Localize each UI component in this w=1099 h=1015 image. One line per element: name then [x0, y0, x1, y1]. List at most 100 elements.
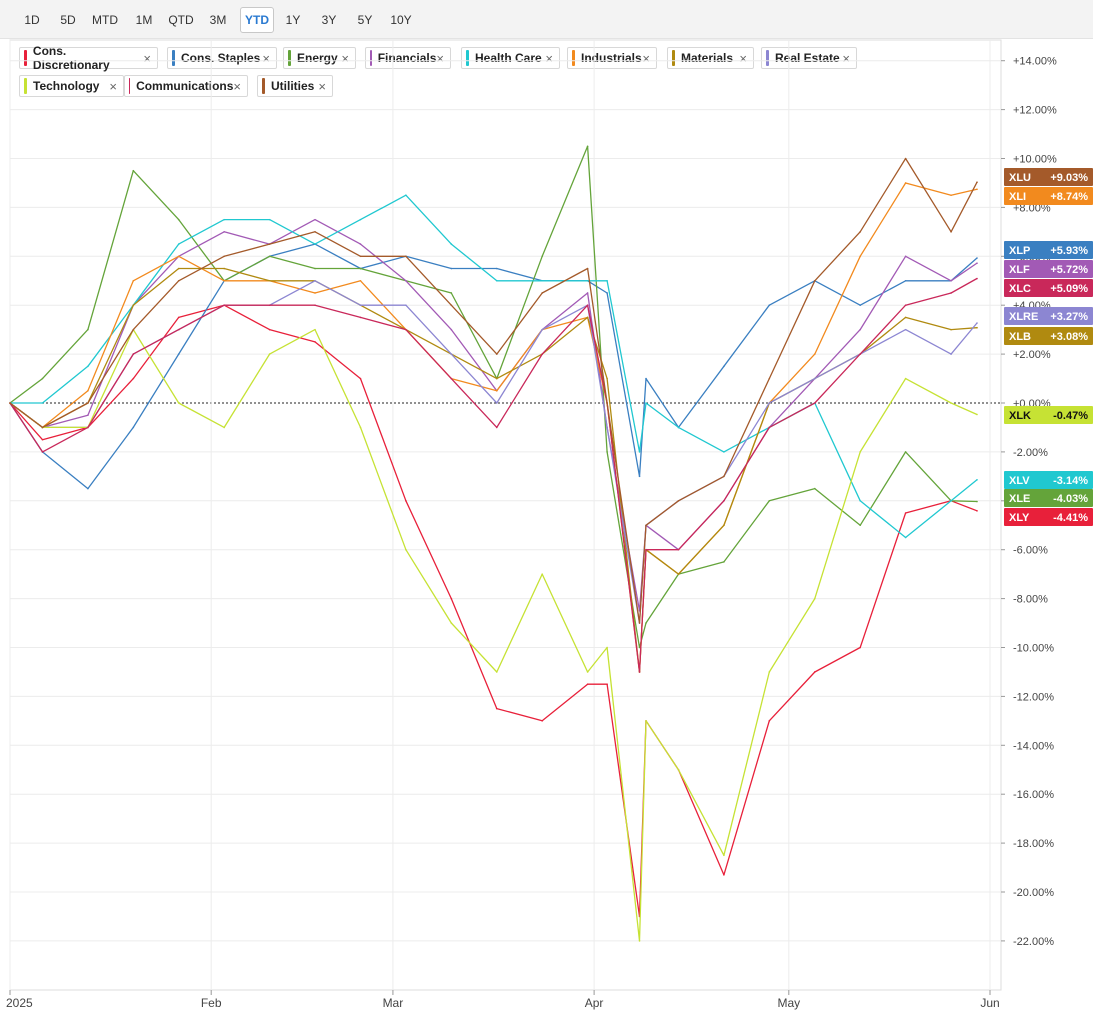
data-point-xlv — [359, 218, 362, 221]
data-point-xlre — [359, 304, 362, 307]
legend-chip-xlu[interactable]: Utilities × — [257, 75, 333, 97]
data-point-xlb — [677, 573, 680, 575]
data-point-xlp — [132, 426, 135, 429]
data-point-xly — [904, 512, 907, 514]
end-label-tag-xlb — [1004, 327, 1093, 345]
end-label-tag-xle — [1004, 489, 1093, 507]
period-button-1m[interactable]: 1M — [135, 13, 153, 27]
end-label-value: +3.27% — [1050, 311, 1088, 323]
close-icon[interactable]: × — [318, 78, 326, 94]
end-label-value: -0.47% — [1053, 410, 1088, 422]
data-point-xlv — [677, 426, 680, 429]
close-icon[interactable]: × — [233, 78, 241, 94]
legend-label: Health Care — [475, 51, 542, 65]
data-point-xlb — [723, 524, 725, 527]
data-point-xlf — [950, 279, 952, 282]
data-point-xlu — [9, 402, 11, 404]
data-point-xlc — [677, 548, 680, 551]
data-point-xlv — [859, 500, 861, 502]
data-point-xlre — [606, 426, 608, 429]
data-point-xlv — [976, 478, 978, 481]
data-point-xle — [976, 500, 978, 503]
period-button-5d[interactable]: 5D — [60, 13, 76, 27]
data-point-xlk — [904, 377, 907, 380]
legend-swatch — [572, 50, 575, 66]
close-icon[interactable]: × — [109, 78, 117, 94]
close-icon[interactable]: × — [436, 50, 444, 66]
legend-chip-xlc[interactable]: Communications × — [124, 75, 248, 97]
legend-chip-xlf[interactable]: Financials × — [365, 47, 451, 69]
data-point-xle — [132, 169, 135, 172]
legend-label: Technology — [33, 79, 100, 93]
period-button-qtd[interactable]: QTD — [168, 13, 194, 27]
period-button-ytd[interactable]: YTD — [240, 7, 274, 33]
data-point-xlu — [950, 231, 952, 233]
legend-chip-xlb[interactable]: Materials × — [667, 47, 754, 69]
legend-chip-xle[interactable]: Energy × — [283, 47, 356, 69]
end-label-value: +5.72% — [1050, 264, 1088, 276]
data-point-xlv — [177, 243, 180, 245]
close-icon[interactable]: × — [143, 50, 151, 66]
legend-swatch — [24, 78, 27, 94]
data-point-xly — [813, 671, 816, 673]
data-point-xlp — [723, 365, 725, 368]
data-point-xle — [768, 500, 771, 502]
legend-chip-xlre[interactable]: Real Estate × — [761, 47, 857, 69]
series-line-xle — [9, 145, 978, 649]
data-point-xlu — [359, 255, 362, 258]
data-point-xlc — [87, 426, 89, 429]
period-button-3y[interactable]: 3Y — [321, 13, 337, 27]
close-icon[interactable]: × — [842, 50, 850, 66]
data-point-xlk — [586, 671, 589, 673]
data-point-xly — [177, 316, 180, 319]
data-point-xly — [450, 597, 453, 600]
legend-chip-xlk[interactable]: Technology × — [19, 75, 124, 97]
legend-chip-xli[interactable]: Industrials × — [567, 47, 657, 69]
legend-chip-xlv[interactable]: Health Care × — [461, 47, 560, 69]
data-point-xlu — [677, 500, 680, 502]
legend-label: Real Estate — [775, 51, 840, 65]
y-tick-label: -2.00% — [1013, 447, 1048, 459]
series-line-xly — [9, 304, 978, 918]
legend-chip-xly[interactable]: Cons. Discretionary × — [19, 44, 158, 72]
legend-label: Materials — [681, 51, 734, 65]
data-point-xlk — [638, 940, 641, 942]
data-point-xlc — [223, 304, 225, 307]
close-icon[interactable]: × — [739, 50, 747, 66]
series-line-xlb — [9, 267, 978, 673]
data-point-xlp — [768, 304, 771, 307]
period-button-1d[interactable]: 1D — [24, 13, 40, 27]
data-point-xlc — [586, 304, 589, 307]
close-icon[interactable]: × — [341, 50, 349, 66]
close-icon[interactable]: × — [262, 50, 270, 66]
period-button-mtd[interactable]: MTD — [92, 13, 118, 27]
data-point-xlc — [904, 304, 907, 307]
data-point-xle — [177, 218, 180, 221]
data-point-xlu — [813, 279, 816, 282]
data-point-xle — [638, 646, 641, 649]
end-label-ticker: XLU — [1009, 172, 1031, 184]
end-label-tag-xlp — [1004, 241, 1093, 259]
data-point-xlre — [768, 402, 771, 404]
period-button-3m[interactable]: 3M — [209, 13, 227, 27]
y-tick-label: +12.00% — [1013, 105, 1057, 117]
legend-swatch — [24, 50, 27, 66]
legend-chip-xlp[interactable]: Cons. Staples × — [167, 47, 277, 69]
close-icon[interactable]: × — [642, 50, 650, 66]
series-line-xlc — [9, 277, 978, 673]
data-point-xlp — [859, 304, 861, 307]
data-point-xlb — [132, 304, 135, 307]
period-button-1y[interactable]: 1Y — [285, 13, 301, 27]
x-tick-label: Feb — [201, 996, 222, 1010]
data-point-xlk — [723, 854, 725, 857]
plot-frame — [9, 39, 1002, 991]
data-point-xlre — [976, 322, 978, 324]
data-point-xlv — [223, 218, 225, 221]
end-label-ticker: XLK — [1009, 410, 1031, 422]
end-label-ticker: XLE — [1009, 493, 1030, 505]
period-button-10y[interactable]: 10Y — [390, 13, 412, 27]
period-button-5y[interactable]: 5Y — [357, 13, 373, 27]
end-label-ticker: XLB — [1009, 331, 1031, 343]
data-point-xlp — [606, 292, 608, 294]
close-icon[interactable]: × — [545, 50, 553, 66]
